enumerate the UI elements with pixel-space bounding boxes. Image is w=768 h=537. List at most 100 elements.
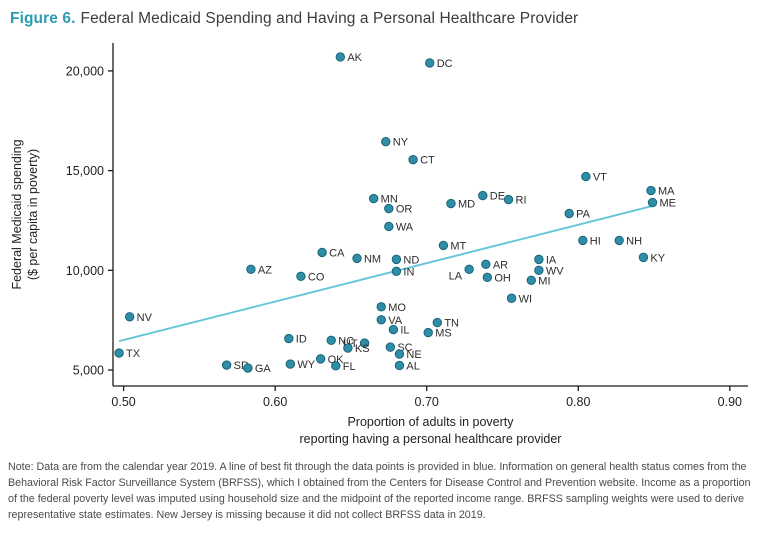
data-point-IN <box>391 266 402 277</box>
point-label-AL: AL <box>406 360 419 372</box>
point-label-IL: IL <box>400 325 409 337</box>
point-label-RI: RI <box>516 195 527 207</box>
point-label-CT: CT <box>420 155 435 167</box>
point-label-ME: ME <box>660 198 677 210</box>
data-point-IL <box>388 324 399 335</box>
data-point-AK <box>335 52 346 62</box>
point-label-FL: FL <box>343 361 356 373</box>
x-tick-label: 0.50 <box>111 395 135 409</box>
point-label-DC: DC <box>437 58 453 70</box>
data-point-RI <box>503 194 514 205</box>
point-label-MO: MO <box>388 302 406 314</box>
x-axis-title: Proportion of adults in poverty <box>347 415 514 429</box>
point-label-MA: MA <box>658 186 675 198</box>
data-point-GA <box>243 363 253 373</box>
x-tick-label: 0.70 <box>415 395 439 409</box>
point-label-AZ: AZ <box>258 264 272 276</box>
data-point-WV <box>534 265 544 276</box>
point-label-DE: DE <box>490 191 505 203</box>
point-label-IN: IN <box>403 266 414 278</box>
point-label-OR: OR <box>396 204 413 216</box>
data-point-VT <box>581 171 591 182</box>
point-label-CO: CO <box>308 271 325 283</box>
data-point-LA <box>464 264 474 275</box>
data-point-NH <box>614 235 624 246</box>
data-point-DC <box>425 58 435 68</box>
y-tick-label: 10,000 <box>66 264 104 278</box>
data-point-MD <box>446 198 456 209</box>
point-label-VT: VT <box>593 172 607 184</box>
data-point-ME <box>647 197 658 208</box>
data-point-UT <box>359 338 370 348</box>
data-point-AL <box>394 360 405 371</box>
data-point-NE <box>394 349 405 359</box>
y-axis-title: Federal Medicaid spending <box>10 139 24 289</box>
point-label-OK: OK <box>328 354 345 366</box>
data-point-WY <box>285 359 296 369</box>
data-point-KY <box>638 252 649 263</box>
data-point-OK <box>315 354 326 364</box>
data-point-MA <box>646 185 656 196</box>
data-point-VA <box>376 315 386 325</box>
point-label-KY: KY <box>650 252 665 264</box>
point-label-KS: KS <box>355 343 370 355</box>
point-label-WA: WA <box>396 221 414 233</box>
point-label-HI: HI <box>590 235 601 247</box>
point-label-PA: PA <box>576 209 591 221</box>
point-label-NY: NY <box>393 137 409 149</box>
point-label-GA: GA <box>255 363 272 375</box>
data-point-NC <box>326 335 336 346</box>
data-point-MO <box>376 302 386 312</box>
point-label-OH: OH <box>494 272 511 284</box>
point-label-NM: NM <box>364 253 381 265</box>
point-label-AK: AK <box>347 52 362 64</box>
x-tick-label: 0.60 <box>263 395 287 409</box>
data-point-MS <box>423 327 433 338</box>
data-point-AZ <box>246 264 256 275</box>
data-point-AR <box>481 259 491 270</box>
point-label-NE: NE <box>406 349 421 361</box>
data-point-ID <box>284 333 294 344</box>
data-point-NY <box>381 137 391 147</box>
x-axis-title: reporting having a personal healthcare p… <box>300 432 562 446</box>
point-label-ND: ND <box>403 254 419 266</box>
data-point-FL <box>331 361 341 371</box>
point-label-AR: AR <box>493 259 508 271</box>
point-label-LA: LA <box>449 270 463 282</box>
data-point-CT <box>408 154 418 165</box>
data-point-OH <box>482 272 493 283</box>
data-point-WA <box>384 221 394 232</box>
data-point-NM <box>352 253 362 264</box>
point-label-ID: ID <box>296 334 307 346</box>
data-point-OR <box>384 203 394 214</box>
data-point-ND <box>391 254 402 265</box>
data-point-IA <box>534 254 544 265</box>
y-tick-label: 20,000 <box>66 64 104 78</box>
y-axis-title: ($ per capita in poverty) <box>26 149 40 280</box>
figure-number-label: Figure 6. <box>10 10 76 27</box>
data-point-DE <box>478 190 488 201</box>
data-point-TN <box>432 317 443 328</box>
point-label-WY: WY <box>297 359 315 371</box>
figure-note: Note: Data are from the calendar year 20… <box>8 461 751 522</box>
data-point-SD <box>221 360 232 370</box>
point-label-NV: NV <box>137 312 153 324</box>
point-label-TX: TX <box>126 348 141 360</box>
point-label-TN: TN <box>444 318 459 330</box>
data-point-CO <box>296 271 306 282</box>
data-point-MI <box>526 275 536 286</box>
x-tick-label: 0.80 <box>566 395 590 409</box>
y-tick-label: 5,000 <box>73 364 104 378</box>
data-point-CA <box>317 247 327 258</box>
data-point-PA <box>564 208 574 219</box>
figure-page: Figure 6. Federal Medicaid Spending and H… <box>8 10 751 522</box>
data-point-KS <box>343 343 353 353</box>
point-label-MT: MT <box>450 240 466 252</box>
data-point-MN <box>368 193 379 204</box>
point-label-NH: NH <box>626 235 642 247</box>
data-point-NV <box>124 312 135 322</box>
x-tick-label: 0.90 <box>718 395 742 409</box>
point-label-CA: CA <box>329 247 345 259</box>
point-label-WI: WI <box>519 293 532 305</box>
point-label-IA: IA <box>546 254 557 266</box>
